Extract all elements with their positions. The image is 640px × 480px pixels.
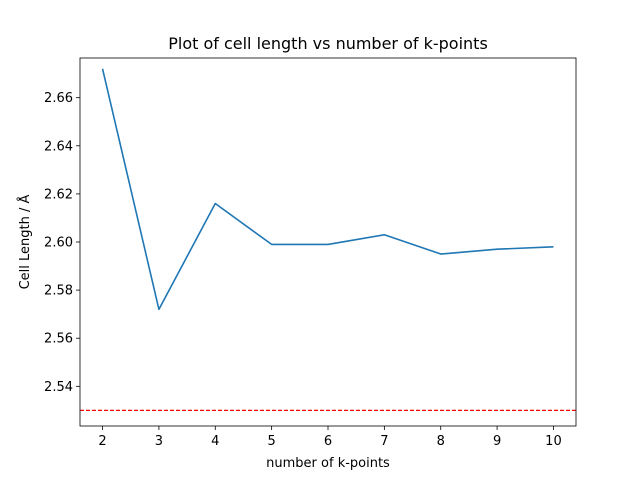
x-tick-label: 5 bbox=[267, 434, 275, 449]
x-tick-label: 3 bbox=[155, 434, 163, 449]
x-axis-ticks: 2 3 4 5 6 7 8 9 10 bbox=[98, 426, 562, 449]
x-tick-label: 7 bbox=[380, 434, 388, 449]
x-tick-label: 10 bbox=[545, 434, 562, 449]
x-tick-label: 8 bbox=[437, 434, 445, 449]
y-axis-label: Cell Length / Å bbox=[17, 194, 33, 289]
y-tick-label: 2.54 bbox=[44, 380, 73, 395]
chart-marks bbox=[80, 68, 576, 411]
y-tick-label: 2.60 bbox=[44, 236, 73, 251]
y-tick-label: 2.56 bbox=[44, 332, 73, 347]
y-axis-ticks: 2.54 2.56 2.58 2.60 2.62 2.64 2.66 bbox=[44, 91, 80, 395]
y-tick-label: 2.62 bbox=[44, 187, 73, 202]
x-tick-label: 9 bbox=[493, 434, 501, 449]
y-tick-label: 2.64 bbox=[44, 139, 73, 154]
chart-title: Plot of cell length vs number of k-point… bbox=[168, 34, 488, 53]
x-tick-label: 4 bbox=[211, 434, 219, 449]
y-tick-label: 2.66 bbox=[44, 91, 73, 106]
x-tick-label: 6 bbox=[324, 434, 332, 449]
x-tick-label: 2 bbox=[98, 434, 106, 449]
x-axis-label: number of k-points bbox=[266, 456, 390, 471]
y-tick-label: 2.58 bbox=[44, 284, 73, 299]
